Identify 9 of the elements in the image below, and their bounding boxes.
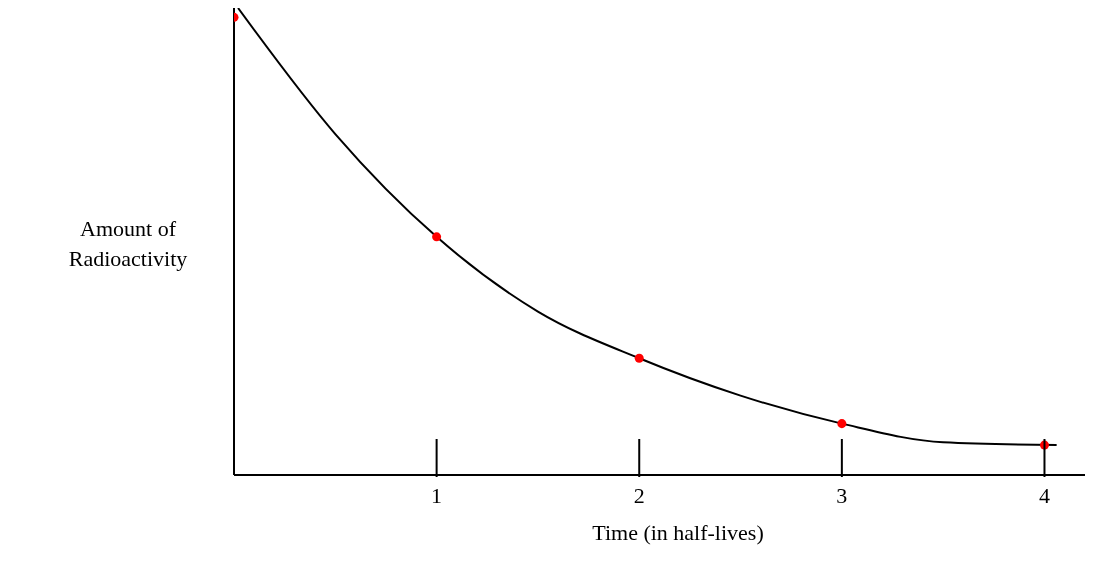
point (837, 419, 847, 429)
x-tick-label: 2 (633, 483, 645, 508)
x-tick-label: 4 (1038, 483, 1050, 508)
x-tick-label: 1 (431, 483, 443, 508)
point (432, 232, 442, 242)
x-tick-label: 3 (836, 483, 848, 508)
y-axis-title: Amount of Radioactivity (67, 215, 189, 273)
point (634, 353, 644, 363)
x-axis-title: Time (in half-lives) (591, 519, 765, 547)
